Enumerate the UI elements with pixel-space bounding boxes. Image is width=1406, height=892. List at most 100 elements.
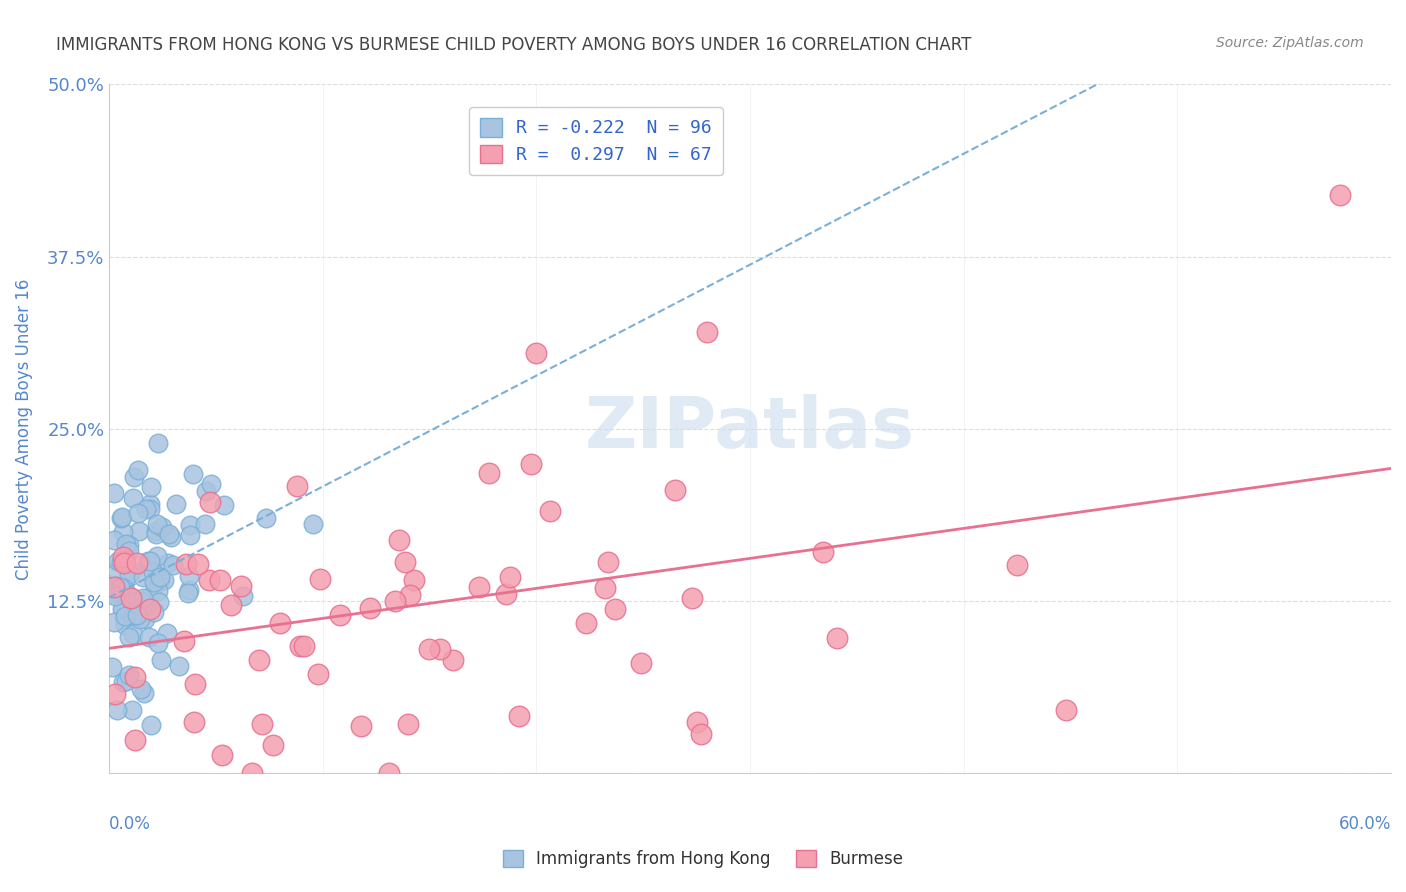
Point	[394, 555, 416, 569]
Point	[149, 570, 172, 584]
Point	[520, 457, 543, 471]
Point	[219, 598, 242, 612]
Point	[122, 591, 145, 605]
Point	[478, 466, 501, 480]
Point	[105, 564, 128, 578]
Point	[242, 766, 264, 780]
Point	[138, 590, 160, 604]
Point	[118, 630, 141, 644]
Point	[110, 601, 132, 615]
Point	[128, 524, 150, 539]
Point	[176, 558, 198, 572]
Point	[122, 470, 145, 484]
Point	[285, 479, 308, 493]
Point	[195, 484, 218, 499]
Point	[143, 575, 166, 590]
Point	[127, 607, 149, 622]
Point	[110, 555, 132, 569]
Point	[209, 573, 232, 587]
Point	[112, 556, 135, 570]
Point	[467, 580, 489, 594]
Point	[402, 573, 425, 587]
Point	[690, 727, 713, 741]
Point	[134, 612, 156, 626]
Point	[575, 616, 598, 631]
Point	[128, 612, 150, 626]
Point	[825, 631, 848, 645]
Point	[148, 595, 170, 609]
Point	[194, 517, 217, 532]
Point	[115, 673, 138, 688]
Point	[254, 511, 277, 525]
Point	[396, 717, 419, 731]
Point	[103, 583, 125, 598]
Point	[156, 556, 179, 570]
Point	[179, 517, 201, 532]
Point	[120, 591, 142, 605]
Point	[146, 435, 169, 450]
Point	[247, 653, 270, 667]
Point	[388, 533, 411, 548]
Point	[526, 346, 548, 360]
Point	[250, 717, 273, 731]
Point	[111, 674, 134, 689]
Point	[118, 544, 141, 558]
Point	[136, 553, 159, 567]
Point	[121, 703, 143, 717]
Point	[127, 506, 149, 520]
Point	[111, 602, 134, 616]
Point	[145, 549, 167, 563]
Point	[231, 579, 253, 593]
Legend: Immigrants from Hong Kong, Burmese: Immigrants from Hong Kong, Burmese	[496, 843, 910, 875]
Point	[605, 601, 627, 615]
Point	[1054, 703, 1077, 717]
Point	[181, 467, 204, 482]
Point	[177, 586, 200, 600]
Point	[359, 601, 381, 615]
Point	[142, 565, 165, 579]
Point	[349, 719, 371, 733]
Point	[114, 554, 136, 568]
Point	[110, 511, 132, 525]
Point	[329, 607, 352, 622]
Point	[117, 567, 139, 582]
Point	[139, 601, 162, 615]
Point	[429, 641, 451, 656]
Point	[117, 668, 139, 682]
Point	[114, 611, 136, 625]
Point	[150, 653, 173, 667]
Point	[124, 669, 146, 683]
Point	[156, 625, 179, 640]
Point	[292, 639, 315, 653]
Point	[593, 581, 616, 595]
Point	[307, 666, 329, 681]
Point	[114, 582, 136, 597]
Point	[132, 570, 155, 584]
Point	[121, 564, 143, 578]
Point	[179, 528, 201, 542]
Point	[111, 509, 134, 524]
Point	[696, 326, 718, 340]
Point	[384, 593, 406, 607]
Point	[139, 558, 162, 572]
Point	[104, 687, 127, 701]
Point	[152, 519, 174, 533]
Point	[309, 572, 332, 586]
Point	[127, 556, 149, 570]
Point	[157, 526, 180, 541]
Point	[686, 714, 709, 729]
Point	[103, 486, 125, 500]
Point	[146, 583, 169, 598]
Legend: R = -0.222  N = 96, R =  0.297  N = 67: R = -0.222 N = 96, R = 0.297 N = 67	[470, 107, 723, 175]
Point	[262, 738, 284, 752]
Point	[200, 477, 222, 491]
Point	[177, 583, 200, 598]
Point	[212, 498, 235, 512]
Point	[179, 569, 201, 583]
Point	[145, 516, 167, 531]
Point	[499, 570, 522, 584]
Text: Source: ZipAtlas.com: Source: ZipAtlas.com	[1216, 36, 1364, 50]
Point	[107, 554, 129, 568]
Point	[121, 491, 143, 505]
Point	[139, 502, 162, 516]
